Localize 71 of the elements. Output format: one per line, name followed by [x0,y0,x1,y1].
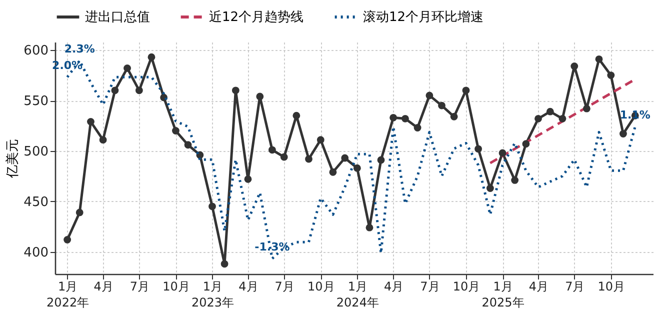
x-tick-label: 4月 [238,280,258,294]
point [522,140,530,148]
point [184,141,192,149]
x-tick-label: 10月 [452,280,480,294]
x-tick-label: 7月 [130,280,150,294]
point [268,146,276,154]
y-axis-title: 亿美元 [4,139,21,179]
point [438,102,446,110]
x-tick-label: 4月 [384,280,404,294]
x-tick-label: 10月 [598,280,626,294]
point [208,202,216,210]
point [462,86,470,94]
x-tick-label: 7月 [420,280,440,294]
y-tick-label: 450 [24,194,48,210]
point [172,127,180,134]
point [305,155,312,163]
y-tick-label: 500 [24,144,48,160]
point [341,154,349,162]
point [390,114,398,122]
point [99,136,107,144]
point [64,236,72,244]
x-tick-label: 1月 2022年 [46,280,90,310]
point [414,124,422,132]
x-tick-label: 7月 [565,280,585,294]
point [353,164,361,172]
y-tick-label: 550 [24,94,48,110]
data-label: 2.3% [64,42,95,56]
x-tick-label: 10月 [162,280,190,294]
x-tick-label: 4月 [94,280,114,294]
x-tick-label: 4月 [528,280,549,294]
point [582,104,590,112]
point [280,153,288,161]
point [486,184,494,192]
point [474,145,482,153]
point [402,114,409,122]
x-tick-label: 1月 2023年 [191,280,234,310]
point [329,168,337,176]
point [148,53,156,61]
point [570,62,578,70]
point [76,208,84,216]
point [316,136,324,144]
x-tick-label: 10月 [308,280,335,294]
point [87,118,94,126]
point [244,175,252,183]
point [511,176,519,184]
y-tick-label: 600 [24,44,48,59]
x-tick-label: 1月 2025年 [482,280,524,310]
legend-label: 近12个月趋势线 [209,10,304,25]
point [558,114,566,122]
point [256,92,264,100]
point [135,86,143,94]
point [366,224,374,232]
point [620,130,627,138]
point [450,112,458,120]
point [546,108,554,116]
legend-label: 进出口总值 [85,10,150,25]
point [607,72,615,79]
y-tick-label: 400 [24,245,48,260]
x-tick-label: 1月 2024年 [336,280,379,310]
point [426,92,434,100]
point [111,86,119,94]
point [232,86,240,94]
point [595,55,603,63]
point [220,260,228,268]
point [292,112,300,120]
x-tick-label: 7月 [274,280,294,294]
point [124,64,131,72]
point [534,114,542,122]
legend-label: 滚动12个月环比增速 [363,10,484,25]
point [498,149,506,157]
point [377,156,385,164]
